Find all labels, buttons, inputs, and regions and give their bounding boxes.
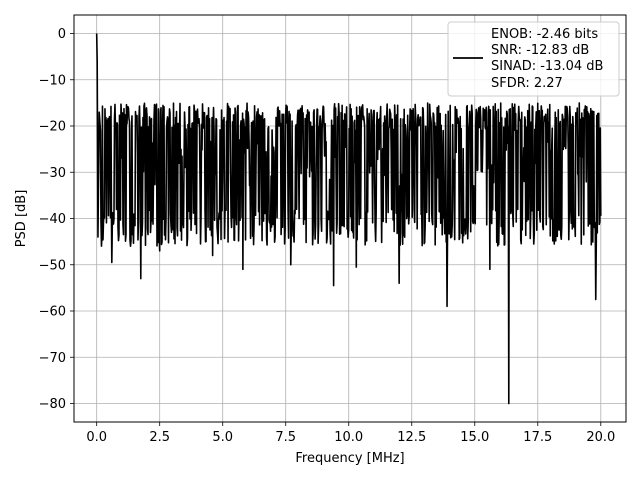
x-tick-label: 7.5 [275, 430, 296, 445]
x-tick-label: 10.0 [334, 430, 363, 445]
y-tick-label: −30 [39, 166, 66, 181]
y-tick-label: −70 [39, 351, 66, 366]
y-tick-label: −60 [39, 305, 66, 320]
x-axis-label: Frequency [MHz] [295, 451, 404, 466]
x-tick-label: 2.5 [149, 430, 170, 445]
legend-line-snr: SNR: -12.83 dB [491, 43, 589, 58]
psd-series-line [95, 33, 602, 405]
legend-line-sfdr: SFDR: 2.27 [491, 76, 563, 91]
y-tick-label: −20 [39, 120, 66, 135]
y-tick-label: −80 [39, 397, 66, 412]
series-layer [95, 33, 602, 405]
x-tick-label: 15.0 [460, 430, 489, 445]
y-tick-label: −40 [39, 212, 66, 227]
legend: ENOB: -2.46 bits SNR: -12.83 dB SINAD: -… [447, 21, 620, 97]
legend-line-enob: ENOB: -2.46 bits [491, 27, 598, 42]
x-tick-label: 0.0 [86, 430, 107, 445]
x-tick-label: 5.0 [212, 430, 233, 445]
x-tick-label: 17.5 [523, 430, 552, 445]
legend-line-sinad: SINAD: -13.04 dB [491, 59, 603, 74]
y-tick-label: 0 [58, 27, 66, 42]
ticks: 0.0 2.5 5.0 7.5 10.0 12.5 15.0 17.5 20.0 0 −10 −20 −… [39, 27, 616, 445]
y-tick-label: −10 [39, 73, 66, 88]
y-tick-label: −50 [39, 258, 66, 273]
x-tick-label: 20.0 [586, 430, 615, 445]
x-tick-label: 12.5 [397, 430, 426, 445]
legend-box [447, 21, 620, 97]
y-axis-label: PSD [dB] [14, 190, 29, 248]
